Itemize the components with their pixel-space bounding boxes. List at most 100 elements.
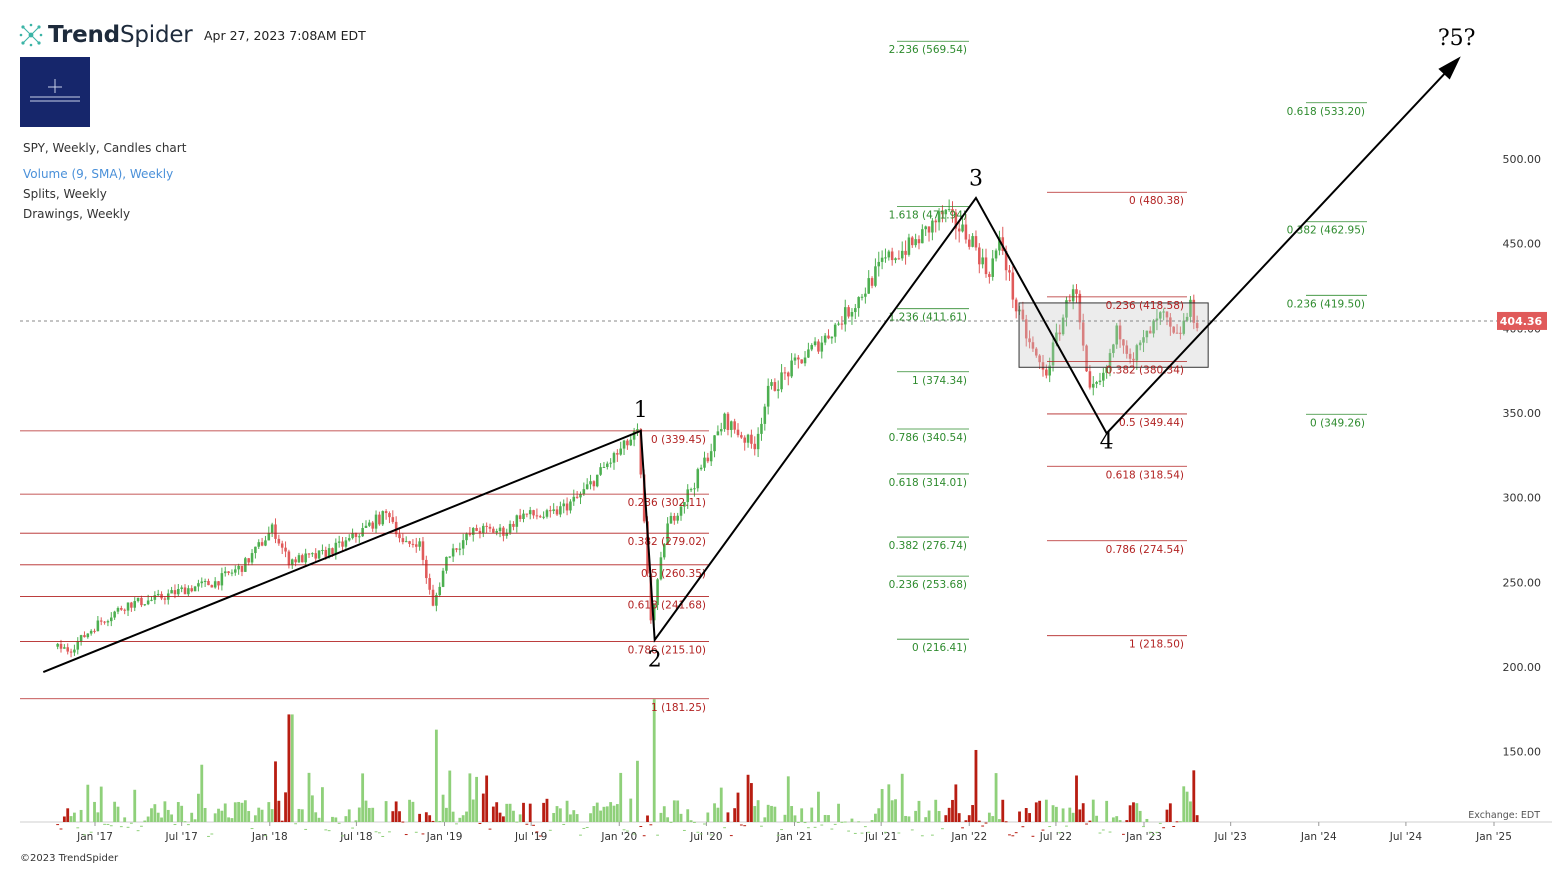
legend-main[interactable]: SPY, Weekly, Candles chart bbox=[23, 141, 187, 155]
x-tick-label: Jul '19 bbox=[514, 831, 547, 843]
candle-body bbox=[867, 278, 870, 294]
volume-bar bbox=[890, 800, 894, 822]
candle-body bbox=[652, 605, 656, 621]
volume-bar bbox=[558, 808, 562, 822]
candle bbox=[1081, 313, 1085, 352]
candle-body bbox=[408, 541, 411, 544]
candle bbox=[907, 233, 911, 257]
candle bbox=[1091, 376, 1095, 396]
volume-bar bbox=[917, 800, 921, 822]
x-tick-label: Jul '21 bbox=[864, 831, 897, 843]
volume-bar bbox=[116, 806, 120, 822]
candle-body bbox=[311, 553, 314, 555]
volume-bar bbox=[863, 826, 867, 828]
candle-body bbox=[723, 413, 726, 430]
fib-set: 0 (339.45) 0.236 (302.11) 0.382 (279.02) 0.… bbox=[20, 430, 709, 714]
candle-body bbox=[441, 570, 445, 587]
volume-bar bbox=[277, 800, 281, 822]
candle-body bbox=[1001, 237, 1005, 251]
fib-label: 0.382 (279.02) bbox=[628, 536, 706, 548]
candle-body bbox=[317, 550, 321, 559]
candle-body bbox=[760, 423, 763, 434]
volume-bar bbox=[914, 810, 918, 822]
volume-bar bbox=[381, 835, 385, 837]
candle-body bbox=[341, 541, 344, 547]
volume-bar bbox=[652, 699, 656, 822]
candle-body bbox=[264, 540, 267, 546]
x-tick-label: Jan '21 bbox=[776, 831, 813, 843]
candle-body bbox=[277, 538, 281, 544]
volume-bar bbox=[143, 820, 147, 822]
candle-body bbox=[659, 557, 663, 580]
candle-body bbox=[177, 588, 180, 595]
candle-body bbox=[937, 211, 941, 223]
candle bbox=[106, 619, 110, 627]
volume-bar bbox=[682, 829, 686, 831]
candle-body bbox=[746, 434, 750, 443]
candle-body bbox=[693, 488, 696, 490]
fib-label: 1 (374.34) bbox=[912, 375, 967, 387]
candle-body bbox=[850, 312, 854, 317]
volume-bar bbox=[451, 811, 455, 822]
fib-label: 0.5 (260.35) bbox=[641, 568, 706, 580]
candle bbox=[287, 549, 291, 569]
volume-bar bbox=[391, 811, 395, 822]
candle-body bbox=[770, 382, 773, 386]
candle-body bbox=[854, 308, 857, 313]
candle bbox=[1128, 348, 1132, 364]
volume-bar bbox=[300, 809, 304, 822]
volume-bar bbox=[501, 816, 505, 822]
candle-body bbox=[669, 515, 673, 524]
candle-body bbox=[917, 239, 921, 244]
legend-volume[interactable]: Volume (9, SMA), Weekly bbox=[23, 167, 174, 181]
candle bbox=[217, 580, 220, 590]
candle-body bbox=[89, 630, 93, 634]
candle-body bbox=[736, 429, 740, 436]
candle-body bbox=[1021, 309, 1025, 320]
candle bbox=[666, 517, 669, 545]
volume-bar bbox=[109, 825, 113, 827]
arrow-head bbox=[1438, 56, 1461, 80]
candle bbox=[183, 584, 187, 595]
volume-bar bbox=[991, 816, 995, 822]
candle-body bbox=[740, 435, 743, 438]
volume-bar bbox=[1034, 802, 1038, 822]
candle-body bbox=[988, 274, 991, 277]
candle-body bbox=[431, 589, 435, 606]
legend-splits[interactable]: Splits, Weekly bbox=[23, 187, 107, 201]
candle-body bbox=[203, 580, 207, 582]
legend-drawings[interactable]: Drawings, Weekly bbox=[23, 207, 131, 221]
candle-body bbox=[1061, 317, 1065, 335]
x-tick-label: Jan '17 bbox=[76, 831, 113, 843]
volume-bar bbox=[1165, 809, 1169, 822]
candle bbox=[656, 578, 659, 611]
candle bbox=[237, 563, 240, 575]
volume-bar bbox=[920, 835, 924, 837]
volume-bar bbox=[428, 815, 432, 822]
volume-bar bbox=[207, 835, 210, 837]
candle bbox=[63, 644, 66, 649]
candle bbox=[552, 503, 555, 514]
candle-body bbox=[170, 590, 173, 594]
volume-bar bbox=[56, 824, 60, 826]
candle bbox=[756, 427, 760, 458]
volume-bar bbox=[424, 812, 428, 822]
candle-body bbox=[1085, 345, 1088, 372]
candle-body bbox=[1112, 344, 1115, 354]
candle bbox=[706, 452, 710, 464]
volume-bar bbox=[445, 807, 448, 822]
candle-body bbox=[337, 541, 341, 543]
candle bbox=[418, 537, 421, 551]
volume-bar bbox=[1178, 821, 1182, 823]
candle-body bbox=[230, 572, 234, 574]
candle-body bbox=[595, 474, 599, 487]
volume-bar bbox=[1192, 770, 1196, 822]
candle bbox=[488, 523, 492, 533]
volume-bar bbox=[884, 831, 887, 833]
candle-body bbox=[847, 307, 850, 317]
candle-body bbox=[636, 429, 639, 432]
candle-body bbox=[817, 341, 820, 352]
candle bbox=[810, 343, 814, 352]
volume-bar bbox=[448, 770, 452, 822]
